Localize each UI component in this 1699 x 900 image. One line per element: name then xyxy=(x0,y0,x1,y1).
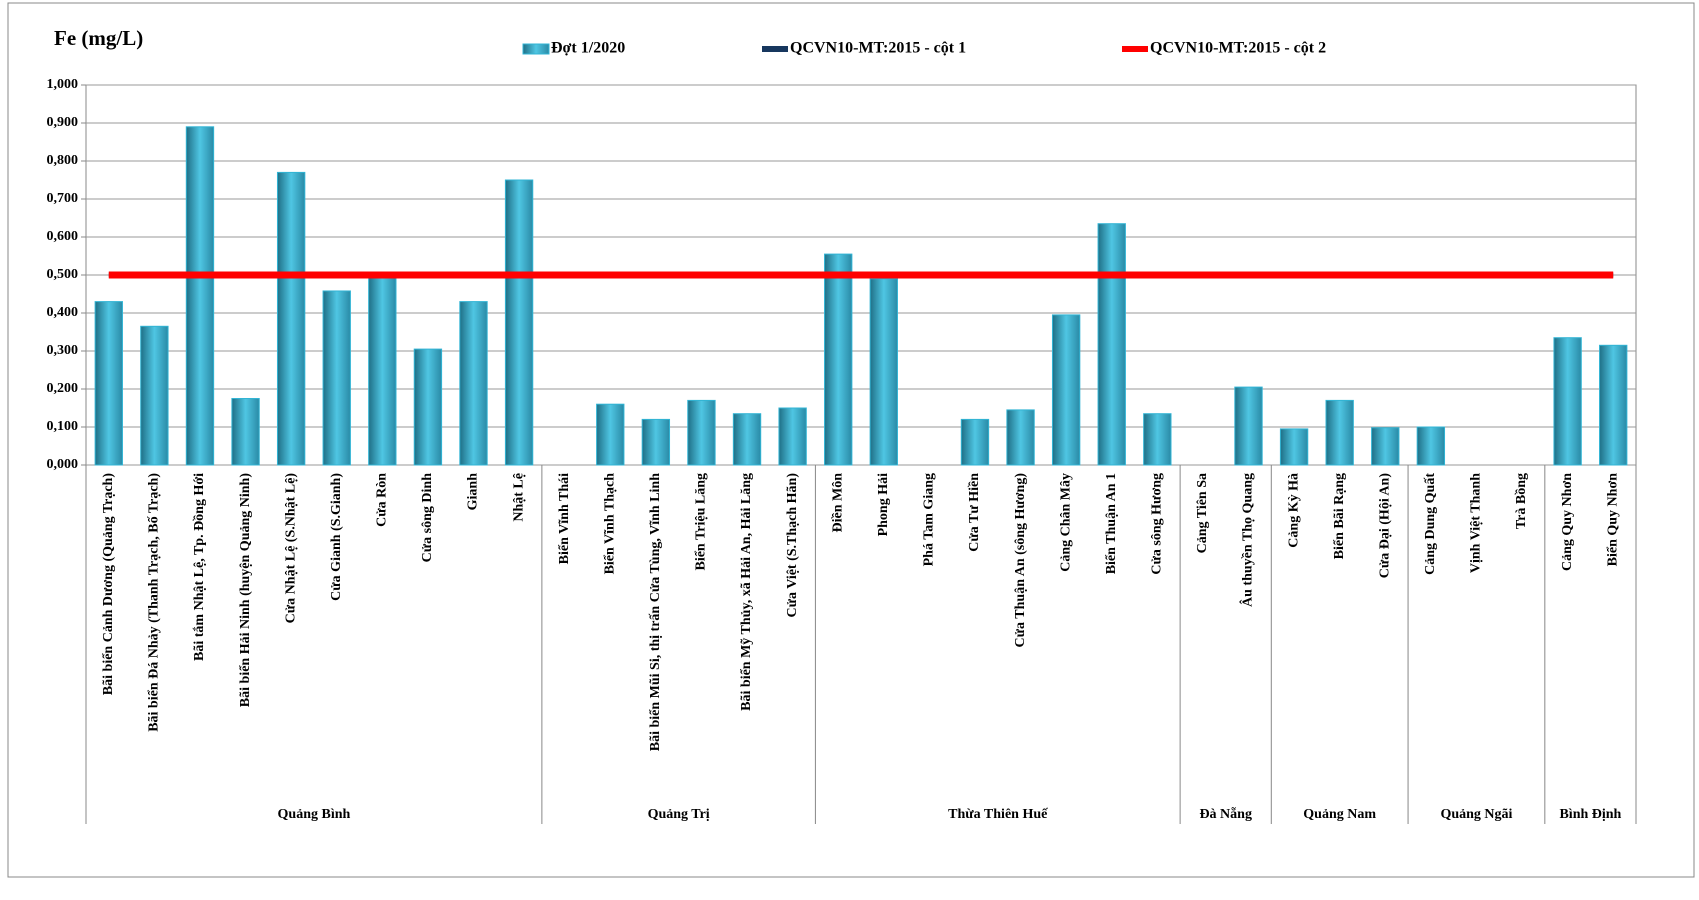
bar xyxy=(1234,386,1263,466)
x-tick-label: Biển Quy Nhơn xyxy=(1605,473,1620,567)
y-tick-label: 1,000 xyxy=(47,77,79,92)
x-tick-label: Biển Bãi Rạng xyxy=(1332,473,1347,559)
y-tick-label: 0,400 xyxy=(47,305,79,320)
x-tick-label: Cửa Đại (Hội An) xyxy=(1377,473,1392,579)
bar xyxy=(1371,427,1400,466)
x-tick-label: Cửa sông Dinh xyxy=(420,473,435,563)
bar xyxy=(869,278,898,466)
x-tick-label: Cửa Nhật Lệ (S.Nhật Lệ) xyxy=(283,473,298,624)
x-tick-label: Trà Bồng xyxy=(1514,473,1529,529)
bar xyxy=(960,418,990,466)
legend-swatch xyxy=(522,43,550,55)
y-tick-label: 0,900 xyxy=(47,115,79,130)
x-tick-label: Nhật Lệ xyxy=(511,473,526,522)
bar xyxy=(1143,413,1172,466)
x-tick-label: Biển Triệu Lăng xyxy=(694,473,709,571)
x-tick-label: Bãi tắm Nhật Lệ, Tp. Đồng Hới xyxy=(192,473,207,661)
bar xyxy=(413,348,443,466)
x-tick-label: Cửa Ròn xyxy=(375,473,390,527)
x-tick-label: Cửa Thuận An (sông Hương) xyxy=(1013,473,1028,648)
group-label: Quảng Trị xyxy=(648,807,710,822)
y-tick-label: 0,000 xyxy=(47,457,79,472)
bar xyxy=(459,301,488,466)
y-tick-label: 0,700 xyxy=(47,191,79,206)
legend-label: QCVN10-MT:2015 - cột 2 xyxy=(1150,40,1326,57)
x-tick-label: Phá Tam Giang xyxy=(922,473,937,566)
x-tick-label: Gianh xyxy=(466,473,481,511)
group-label: Quảng Ngãi xyxy=(1440,807,1512,822)
chart-title: Fe (mg/L) xyxy=(54,26,143,50)
group-label: Quảng Bình xyxy=(278,807,351,822)
bar xyxy=(641,418,671,466)
x-tick-label: Cửa sông Hương xyxy=(1150,473,1165,575)
bar xyxy=(732,413,762,466)
x-tick-label: Biển Vĩnh Thạch xyxy=(602,473,617,575)
x-tick-label: Cửa Tư Hiền xyxy=(967,473,982,552)
bar xyxy=(1416,426,1446,466)
bar xyxy=(322,290,351,466)
x-tick-label: Bãi biển Hải Ninh (huyện Quảng Ninh) xyxy=(238,473,253,708)
bar xyxy=(368,272,397,466)
x-tick-label: Bãi biển Mỹ Thủy, xã Hải An, Hải Lăng xyxy=(739,473,754,711)
bar xyxy=(1325,399,1354,466)
group-label: Bình Định xyxy=(1559,807,1621,822)
x-tick-label: Cảng Quy Nhơn xyxy=(1560,473,1575,571)
bar xyxy=(276,171,306,466)
frame xyxy=(7,2,1695,878)
bar xyxy=(94,301,123,466)
bar xyxy=(596,403,625,466)
x-tick-label: Cửa Gianh (S.Gianh) xyxy=(329,473,344,601)
x-tick-label: Biển Vĩnh Thái xyxy=(557,473,572,564)
x-tick-label: Biển Thuận An 1 xyxy=(1104,473,1119,574)
bar xyxy=(1279,428,1309,466)
bar xyxy=(1553,337,1582,466)
x-tick-label: Cửa Việt (S.Thạch Hãn) xyxy=(785,473,800,618)
y-tick-label: 0,800 xyxy=(47,153,79,168)
legend-label: Đợt 1/2020 xyxy=(551,40,625,57)
x-tick-label: Điền Môn xyxy=(830,473,845,533)
group-label: Quảng Nam xyxy=(1303,807,1376,822)
y-tick-label: 0,100 xyxy=(47,419,79,434)
bar xyxy=(504,179,534,466)
bar xyxy=(185,126,215,466)
bar xyxy=(687,399,716,466)
y-tick-label: 0,500 xyxy=(47,267,79,282)
legend-label: QCVN10-MT:2015 - cột 1 xyxy=(790,40,966,57)
y-tick-label: 0,200 xyxy=(47,381,79,396)
bar xyxy=(778,407,807,466)
bar xyxy=(1097,223,1126,466)
bar xyxy=(1599,344,1628,466)
bar xyxy=(231,398,260,466)
x-tick-label: Bãi biển Mũi Si, thị trấn Cửa Tùng, Vĩnh… xyxy=(648,473,663,751)
x-tick-label: Vịnh Việt Thanh xyxy=(1469,473,1484,573)
x-tick-label: Cảng Tiên Sa xyxy=(1195,473,1210,553)
bar xyxy=(1051,314,1081,466)
x-tick-label: Cảng Chân Mây xyxy=(1058,473,1073,572)
x-tick-label: Bãi biển Đá Nhảy (Thanh Trạch, Bố Trạch) xyxy=(147,473,162,732)
bar xyxy=(1006,409,1035,466)
y-tick-label: 0,300 xyxy=(47,343,79,358)
bar xyxy=(824,253,853,466)
group-label: Đà Nẵng xyxy=(1199,806,1252,822)
x-tick-label: Phong Hải xyxy=(876,473,891,537)
bar xyxy=(140,325,169,466)
y-tick-label: 0,600 xyxy=(47,229,79,244)
x-tick-label: Âu thuyền Thọ Quang xyxy=(1239,473,1256,607)
x-tick-label: Cảng Kỳ Hà xyxy=(1286,473,1301,548)
group-label: Thừa Thiên Huế xyxy=(948,807,1048,822)
x-tick-label: Bãi biển Cảnh Dương (Quảng Trạch) xyxy=(101,473,116,696)
x-tick-label: Cảng Dung Quất xyxy=(1423,473,1438,575)
